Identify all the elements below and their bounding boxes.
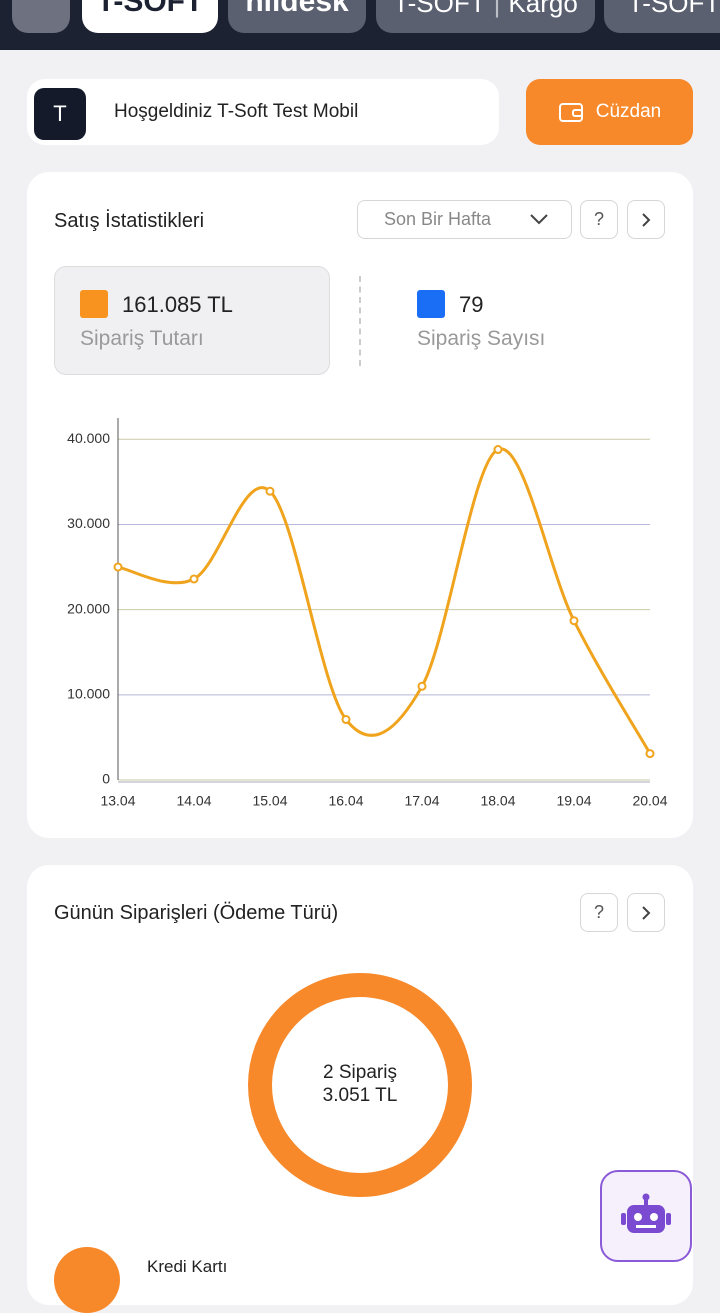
point: [189, 574, 199, 584]
robot-icon: [621, 1193, 671, 1233]
wallet-button[interactable]: Cüzdan: [526, 79, 693, 145]
wallet-label: Cüzdan: [595, 101, 662, 122]
stat-value: 161.085 TL: [122, 292, 233, 317]
x-tick-label: 16.04: [328, 793, 363, 809]
x-tick-label: 13.04: [100, 793, 135, 809]
chevron-right: [642, 212, 651, 227]
y-tick-label: 20.000: [67, 600, 110, 616]
x-tick-label: 17.04: [404, 793, 439, 809]
tab[interactable]: T-SOFT: [82, 0, 218, 33]
point: [645, 749, 655, 759]
welcome-text: Hoşgeldiniz T-Soft Test Mobil: [114, 101, 359, 122]
stat-box: [54, 266, 330, 375]
period-select[interactable]: Son Bir Hafta: [357, 200, 572, 239]
chatbot-button[interactable]: [600, 1170, 692, 1262]
card-title: Satış İstatistikleri: [54, 210, 205, 232]
point: [113, 562, 123, 572]
tab-sub: Kargo: [508, 0, 578, 18]
point: [341, 715, 351, 725]
y-tick-label: 40.000: [67, 430, 110, 446]
wallet-icon: [558, 103, 583, 122]
x-tick-label: 18.04: [480, 793, 515, 809]
avatar: T: [34, 88, 86, 140]
tab-label: T-SOFT: [393, 0, 486, 18]
tab[interactable]: T-SOFT: [604, 0, 720, 33]
top-bar: T-SOFT hiidesk T-SOFT | Kargo T-SOFT: [0, 0, 720, 50]
stat-swatch: [417, 290, 445, 318]
x-tick-label: 19.04: [556, 793, 591, 809]
legend-swatch: [54, 1247, 120, 1313]
tab[interactable]: hiidesk: [228, 0, 366, 33]
stat-value: 79: [459, 292, 484, 317]
point: [493, 445, 503, 455]
next-button[interactable]: [627, 200, 665, 239]
orders-card: Günün Siparişleri (Ödeme Türü) ? 2 Sipar…: [27, 865, 693, 1313]
point: [417, 681, 427, 691]
help-button[interactable]: ?: [580, 893, 618, 932]
y-tick-label: 0: [102, 771, 110, 787]
order-total: 3.051 TL: [322, 1085, 398, 1106]
sales-card: Satış İstatistikleri Son Bir Hafta ? 161…: [27, 172, 693, 838]
chevron-down: [530, 214, 548, 225]
welcome-box: T Hoşgeldiniz T-Soft Test Mobil: [27, 79, 499, 145]
chevron-right: [642, 905, 651, 920]
help-button[interactable]: ?: [580, 200, 618, 239]
donut-center: 2 Sipariş 3.051 TL: [248, 1061, 472, 1107]
separator: |: [493, 0, 501, 18]
order-count: 2 Sipariş: [323, 1062, 397, 1083]
y-tick-label: 10.000: [67, 686, 110, 702]
line-chart: 0 10.000 20.000 30.000 40.000 13.04 14.04 15.04…: [67, 418, 668, 809]
line: [117, 447, 652, 755]
stat-label: Sipariş Tutarı: [80, 327, 204, 350]
point: [569, 616, 579, 626]
period-label: Son Bir Hafta: [384, 209, 492, 229]
stat-swatch: [80, 290, 108, 318]
tab[interactable]: T-SOFT | Kargo: [376, 0, 595, 33]
stat-label: Sipariş Sayısı: [417, 327, 546, 350]
x-tick-label: 15.04: [252, 793, 287, 809]
x-tick-label: 14.04: [176, 793, 211, 809]
x-tick-label: 20.04: [632, 793, 667, 809]
divider: [359, 276, 361, 366]
menu-tab[interactable]: [12, 0, 70, 33]
y-tick-label: 30.000: [67, 515, 110, 531]
next-button[interactable]: [627, 893, 665, 932]
point: [265, 486, 275, 496]
legend-label: Kredi Kartı: [147, 1257, 228, 1276]
card-title: Günün Siparişleri (Ödeme Türü): [54, 902, 339, 924]
